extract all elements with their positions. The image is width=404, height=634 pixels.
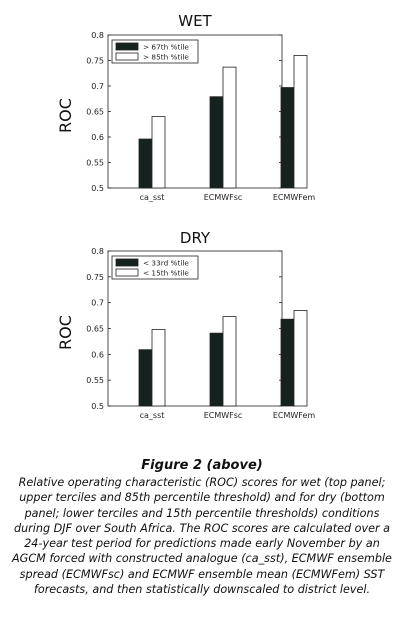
dry-bar-series1 <box>280 318 295 407</box>
wet-bar-series1 <box>209 96 224 189</box>
dry-bar-series2 <box>293 310 308 407</box>
dry-bar-series2 <box>222 316 237 407</box>
wet-bar-series1 <box>138 138 153 189</box>
wet-y-tick-label: 0.6 <box>91 133 104 142</box>
wet-x-tick-label: ca_sst <box>140 193 165 202</box>
dry-x-tick-label: ca_sst <box>140 411 165 420</box>
wet-x-tick-label: ECMWFem <box>273 193 316 202</box>
dry-y-tick-label: 0.55 <box>86 376 104 385</box>
wet-legend-label: > 67th %tile <box>143 43 189 52</box>
wet-y-tick-label: 0.8 <box>91 31 104 40</box>
wet-y-tick-label: 0.7 <box>91 82 104 91</box>
figure-caption: Figure 2 (above) Relative operating char… <box>8 458 396 597</box>
dry-chart-panel: DRY ROC 0.5 0.55 0.6 0.65 0.7 0.75 0.8 ca_sst ECMW… <box>56 229 315 420</box>
wet-bar-series2 <box>222 66 237 189</box>
dry-chart-title: DRY <box>180 229 211 247</box>
wet-y-tick-label: 0.65 <box>86 108 104 117</box>
wet-legend-label: > 85th %tile <box>143 53 189 62</box>
wet-legend-swatch <box>115 52 139 61</box>
wet-chart-panel: WET ROC 0.5 0.55 0.6 0.65 0.7 0.75 0.8 ca_sst ECMW… <box>56 12 315 202</box>
roc-charts: WET ROC 0.5 0.55 0.6 0.65 0.7 0.75 0.8 ca_sst ECMW… <box>56 12 315 420</box>
wet-y-axis-label: ROC <box>56 98 75 133</box>
dry-bar-series2 <box>151 329 166 407</box>
wet-x-tick-label: ECMWFsc <box>204 193 243 202</box>
wet-y-tick-label: 0.75 <box>86 57 104 66</box>
dry-legend-label: < 33rd %tile <box>143 259 189 268</box>
dry-y-tick-label: 0.8 <box>91 247 104 256</box>
wet-bar-series2 <box>151 116 166 189</box>
wet-bar-series2 <box>293 55 308 189</box>
caption-text: Relative operating characteristic (ROC) … <box>12 476 392 597</box>
dry-legend-swatch <box>115 268 139 277</box>
dry-legend-swatch <box>115 258 139 267</box>
dry-y-tick-label: 0.5 <box>91 402 104 411</box>
caption-title: Figure 2 (above) <box>141 458 263 473</box>
dry-y-axis-label: ROC <box>56 315 75 350</box>
dry-bar-series1 <box>209 332 224 407</box>
wet-bar-series1 <box>280 87 295 189</box>
dry-y-tick-label: 0.65 <box>86 325 104 334</box>
dry-y-tick-label: 0.75 <box>86 273 104 282</box>
wet-y-tick-label: 0.5 <box>91 184 104 193</box>
dry-legend-label: < 15th %tile <box>143 269 189 278</box>
dry-y-tick-label: 0.6 <box>91 350 104 359</box>
dry-x-tick-label: ECMWFem <box>273 411 316 420</box>
wet-y-tick-label: 0.55 <box>86 159 104 168</box>
wet-chart-title: WET <box>178 12 212 30</box>
wet-legend-swatch <box>115 42 139 51</box>
dry-x-tick-label: ECMWFsc <box>204 411 243 420</box>
dry-bar-series1 <box>138 349 153 407</box>
dry-y-tick-label: 0.7 <box>91 299 104 308</box>
